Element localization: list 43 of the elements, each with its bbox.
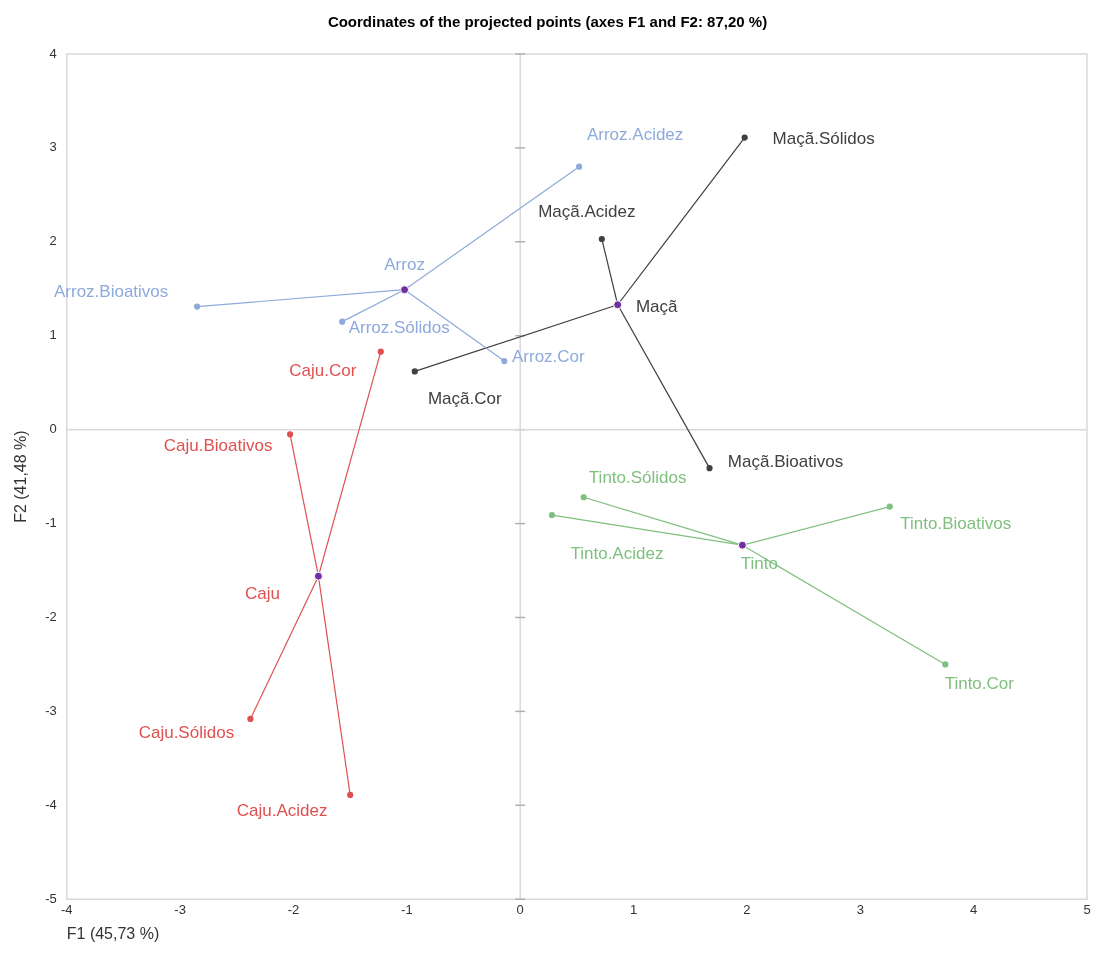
annotation: Arroz.Acidez (586, 125, 684, 145)
annotation: Caju (244, 583, 280, 603)
annotation: Caju.Bioativos (163, 436, 273, 456)
annotation: Arroz.Cor (511, 346, 586, 366)
annotation: Arroz (384, 255, 425, 275)
x-axis-title: F1 (45,73 %) (66, 924, 160, 942)
y-tick-label: -3 (45, 702, 57, 718)
x-tick-label: -2 (287, 901, 300, 917)
annotation: Arroz.Bioativos (53, 282, 169, 302)
x-tick-label: 5 (1083, 901, 1091, 917)
annotation: Maçã.Sólidos (772, 129, 875, 149)
annotation: Tinto.Bioativos (900, 514, 1012, 534)
x-tick-label: 3 (856, 901, 864, 917)
y-axis-title: F2 (41,48 %) (12, 430, 30, 523)
annotation: Caju.Cor (289, 361, 357, 381)
y-tick-label: 1 (49, 327, 57, 343)
x-tick-label: -4 (60, 901, 73, 917)
x-tick-label: -3 (174, 901, 186, 917)
x-tick-label: -1 (401, 901, 413, 917)
annotation: Maçã.Acidez (538, 201, 636, 221)
x-tick-label: 4 (970, 901, 978, 917)
annotation: Maçã (635, 297, 679, 317)
annotation: Maçã.Bioativos (727, 451, 844, 471)
annotation: Maçã.Cor (427, 389, 502, 409)
annotation: Tinto.Acidez (570, 543, 664, 563)
annotation: Tinto (740, 553, 778, 573)
y-tick-label: 3 (49, 139, 57, 155)
annotation: Tinto.Sólidos (588, 467, 687, 487)
y-tick-label: 4 (49, 45, 57, 61)
y-tick-label: -4 (45, 796, 57, 812)
annotation: Tinto.Cor (944, 674, 1015, 694)
y-tick-label: 2 (49, 233, 57, 249)
y-tick-label: -2 (45, 609, 57, 625)
x-tick-label: 0 (516, 901, 524, 917)
annotation: Caju.Sólidos (138, 722, 235, 742)
annotation: Arroz.Sólidos (348, 318, 450, 338)
y-tick-label: -5 (45, 890, 57, 906)
y-tick-label: 0 (49, 421, 57, 437)
x-tick-label: 1 (629, 901, 638, 917)
x-tick-label: 2 (743, 901, 751, 917)
y-tick-label: -1 (45, 515, 57, 531)
annotation: Caju.Acidez (236, 800, 328, 820)
chart-title: Coordinates of the projected points (axes F1 and F2: 87,20 %) (327, 13, 768, 31)
